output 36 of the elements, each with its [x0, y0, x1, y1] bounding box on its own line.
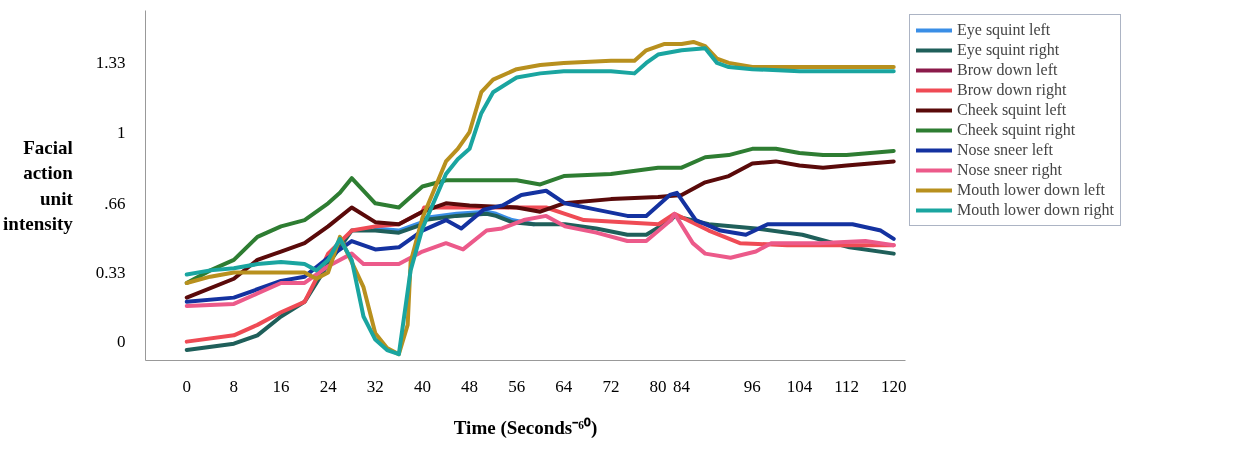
legend-label: Mouth lower down left [957, 181, 1105, 199]
line-series [184, 211, 896, 309]
legend-label: Brow down right [957, 81, 1067, 99]
x-tick-label: 16 [272, 376, 290, 396]
legend-label: Cheek squint left [957, 101, 1067, 119]
x-tick-label: 8 [229, 376, 239, 396]
legend-label: Cheek squint right [957, 121, 1076, 139]
y-tick-label: 0.33 [95, 262, 126, 282]
line-series [184, 188, 896, 304]
legend-label: Eye squint right [957, 41, 1060, 59]
x-tick-label: 40 [413, 376, 431, 396]
legend-label: Nose sneer right [957, 161, 1062, 179]
line-series [184, 159, 896, 300]
legend-label: Mouth lower down right [957, 201, 1114, 219]
legend-label: Brow down left [957, 61, 1058, 79]
x-tick-label: 56 [508, 376, 526, 396]
x-tick-label: 104 [786, 376, 813, 396]
y-tick-label: 1 [117, 122, 126, 142]
x-tick-label: 84 [673, 376, 691, 396]
y-tick-label: .66 [104, 193, 126, 213]
x-tick-label: 80 [649, 376, 667, 396]
x-tick-label: 48 [461, 376, 479, 396]
x-tick-label: 112 [834, 376, 860, 396]
legend-label: Nose sneer left [957, 141, 1053, 159]
legend-label: Eye squint left [957, 21, 1051, 39]
x-tick-label: 96 [743, 376, 761, 396]
x-axis-title: Time (Seconds⁻⁶⁰) [453, 416, 598, 439]
y-axis-title: Facial action unit intensity [3, 137, 74, 234]
y-tick-label: 0 [117, 332, 126, 352]
x-tick-label: 64 [555, 376, 573, 396]
x-tick-label: 120 [880, 376, 907, 396]
y-tick-label: 1.33 [95, 53, 126, 73]
x-tick-label: 32 [366, 376, 384, 396]
x-tick-label: 0 [182, 376, 191, 396]
x-tick-label: 72 [602, 376, 620, 396]
x-tick-label: 24 [319, 376, 338, 396]
